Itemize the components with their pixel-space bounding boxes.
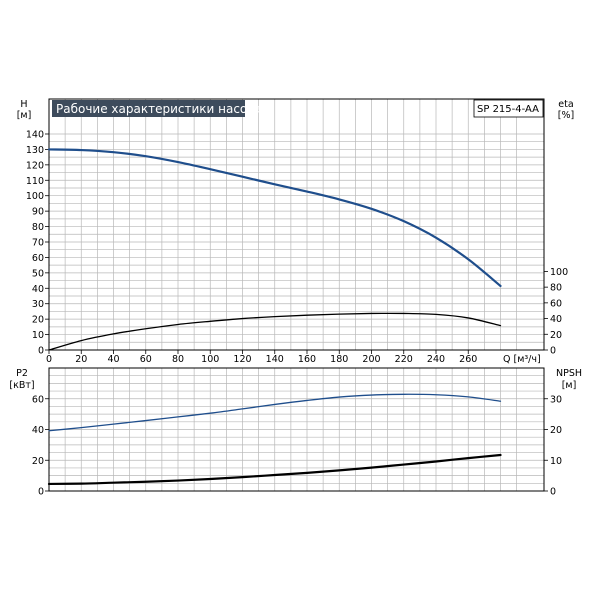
y-left-tick-label: 20 [32,315,44,326]
y-right-tick-label: 0 [550,346,556,357]
efficiency-curve [48,312,502,351]
y-left-tick-label: 60 [32,394,44,405]
bottom-marks: 0 20 40 60 0 10 20 30 [32,393,562,498]
x-tick-label: 160 [298,354,316,365]
model-label: SP 215-4-AA [477,104,539,115]
y-left-label-head: H [20,99,27,110]
x-tick-label: 260 [459,354,477,365]
y-left-tick-label: 20 [32,456,44,467]
y-right-label-eta: eta [558,99,573,110]
y-left-tick-label: 90 [32,207,44,218]
x-tick-label: 180 [330,354,348,365]
y-right-tick-label: 80 [550,283,562,294]
head-curve [47,148,502,288]
y-right-tick-label: 30 [550,394,562,405]
chart-title: Рабочие характеристики насоса [56,102,261,116]
x-tick-label: 240 [427,354,445,365]
y-left-tick-label: 100 [26,191,44,202]
y-left-tick-label: 70 [32,237,44,248]
model-box [473,99,544,118]
y-right-unit-eta: [%] [558,110,574,121]
y-right-tick-label: 20 [550,330,562,341]
y-right-tick-label: 100 [550,267,568,278]
y-left-tick-label: 0 [38,487,44,498]
y-right-tick-label: 0 [550,487,556,498]
y-left-tick-label: 80 [32,222,44,233]
x-tick-label: 80 [172,354,184,365]
x-tick-label: 40 [107,354,119,365]
y-right-unit-npsh: [м] [562,380,577,391]
y-left-tick-label: 50 [32,268,44,279]
npsh-curve [47,453,502,486]
x-tick-label: 200 [362,354,380,365]
y-left-tick-label: 40 [32,425,44,436]
y-left-tick-label: 60 [32,253,44,264]
x-tick-label: 120 [233,354,251,365]
x-tick-label: 100 [201,354,219,365]
y-left-tick-label: 120 [26,160,44,171]
x-tick-label: 220 [395,354,413,365]
y-left-label-power: P2 [16,368,28,379]
y-right-tick-label: 10 [550,456,562,467]
bottom-panel: P2 [кВт] NPSH [м] 0 20 40 60 0 10 20 30 [9,367,582,498]
y-left-tick-label: 10 [32,330,44,341]
x-tick-label: 0 [46,354,52,365]
top-marks: 0 10 20 30 40 50 60 70 80 90 100 110 120 130 140 0 20 40 6… [26,129,568,365]
y-right-label-npsh: NPSH [556,368,582,379]
y-right-tick-label: 60 [550,298,562,309]
y-right-tick-label: 40 [550,314,562,325]
top-plot-frame [48,98,545,351]
y-left-tick-label: 0 [38,346,44,357]
y-right-tick-label: 20 [550,425,562,436]
x-tick-label: 20 [75,354,87,365]
x-tick-label: 60 [140,354,152,365]
x-axis-label: Q [м³/ч] [503,354,541,365]
x-tick-label: 140 [266,354,284,365]
y-left-tick-label: 110 [26,176,44,187]
y-left-tick-label: 140 [26,129,44,140]
bottom-grid [49,368,544,491]
title-box [52,100,245,117]
top-panel: Рабочие характеристики насоса SP 215-4-A… [17,98,574,365]
power-curve [48,393,502,432]
top-grid [49,99,544,350]
y-left-tick-label: 40 [32,284,44,295]
y-left-unit-head: [м] [17,110,32,121]
y-left-tick-label: 30 [32,299,44,310]
y-left-tick-label: 130 [26,145,44,156]
y-left-unit-power: [кВт] [9,380,34,391]
